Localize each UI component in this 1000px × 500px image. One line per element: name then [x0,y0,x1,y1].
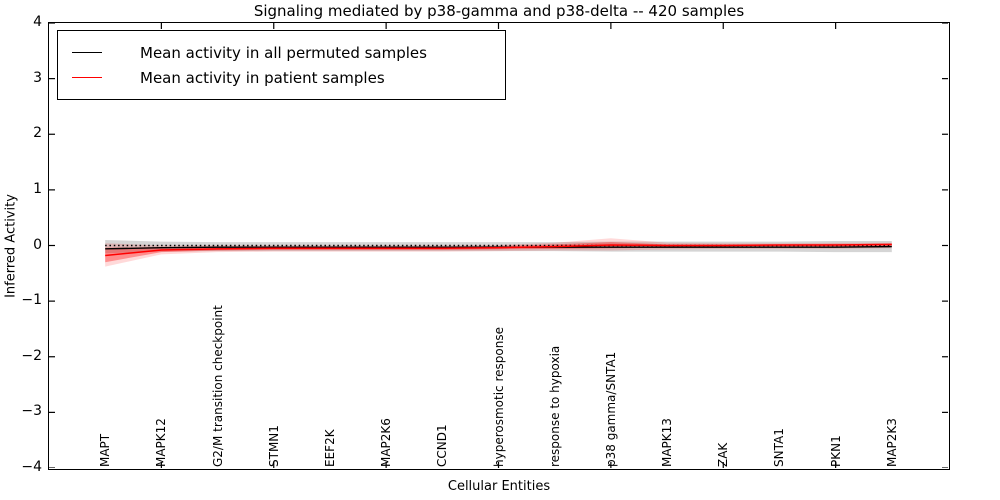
x-entity-label: STMN1 [266,425,281,467]
y-tick-label: −4 [21,459,42,475]
x-entity-label: MAP2K3 [884,418,899,467]
y-tick-label: 3 [33,69,42,86]
plot-canvas [49,23,948,468]
y-tick-label: 4 [33,14,42,30]
x-entity-label: SNTA1 [772,428,787,467]
y-tick-label: 2 [33,125,42,142]
legend-line-sample-permuted [72,52,102,53]
x-entity-label: hyperosmotic response [491,327,506,467]
legend-entry-patient: Mean activity in patient samples [72,65,491,90]
y-tick-label: 1 [33,180,42,197]
x-axis-label: Cellular Entities [447,479,551,494]
legend-label-patient: Mean activity in patient samples [140,68,385,87]
x-entity-label: CCND1 [435,424,450,467]
x-entity-label: MAPT [98,433,113,467]
y-tick-label: 0 [33,236,42,253]
y-tick-label: −3 [21,403,42,420]
series-line-mean-activity-in-patient-samples [105,243,892,257]
x-entity-label: p38 gamma/SNTA1 [603,351,618,467]
x-entity-label: MAPK13 [660,418,675,467]
chart-title: Signaling mediated by p38-gamma and p38-… [253,2,745,20]
x-entity-label: PKN1 [828,435,843,467]
y-tick-label: −2 [21,347,42,364]
x-entity-label: G2/M transition checkpoint [210,305,225,467]
legend-label-permuted: Mean activity in all permuted samples [140,43,427,62]
y-tick-label: −1 [21,292,42,309]
x-entity-label: response to hypoxia [547,345,562,467]
legend-line-sample-patient [72,77,102,78]
x-entity-label: MAP2K6 [379,418,394,467]
x-entity-label: MAPK12 [154,418,169,467]
x-entity-label: ZAK [716,442,731,467]
x-entity-label: EEF2K [322,429,337,467]
plot-area [48,22,950,470]
legend-entry-permuted: Mean activity in all permuted samples [72,40,491,65]
legend: Mean activity in all permuted samples Me… [57,30,506,100]
